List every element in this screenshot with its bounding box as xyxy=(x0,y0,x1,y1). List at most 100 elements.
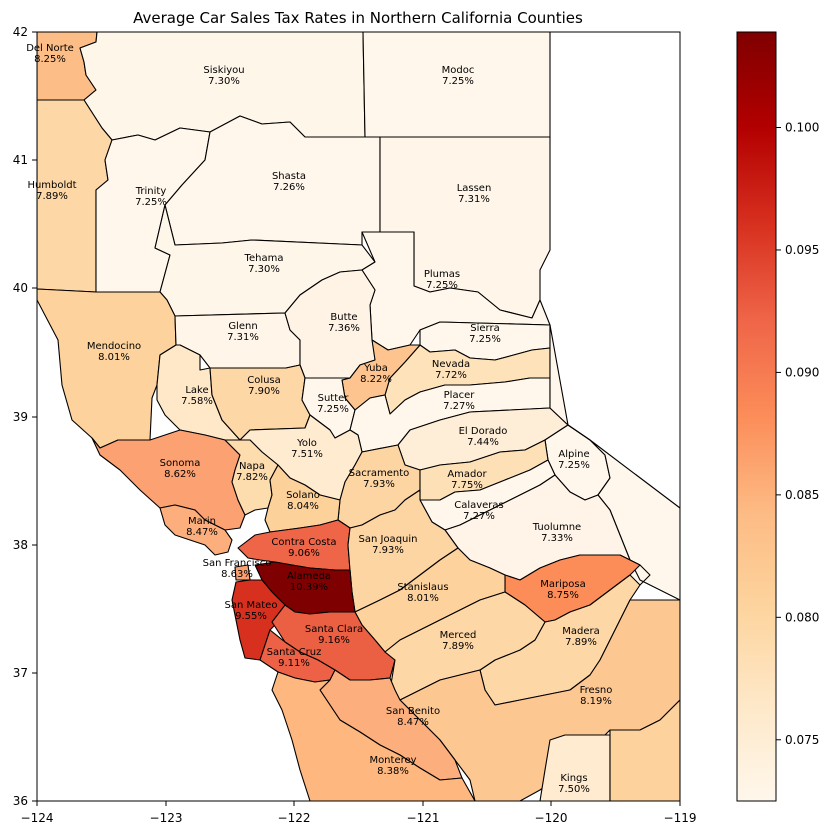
county-rate: 7.51% xyxy=(291,449,323,460)
county-rate: 8.01% xyxy=(407,593,439,604)
county-label-mendocino: Mendocino 8.01% xyxy=(87,341,141,363)
county-rate: 7.82% xyxy=(236,472,268,483)
county-rate: 7.27% xyxy=(463,511,495,522)
county-name: Kings xyxy=(560,773,587,784)
county-label-stanislaus: Stanislaus 8.01% xyxy=(397,582,448,604)
x-tick-label: −121 xyxy=(407,811,440,825)
county-label-placer: Placer 7.27% xyxy=(443,390,475,412)
county-name: Humboldt xyxy=(27,180,76,191)
y-tick-label: 37 xyxy=(13,666,28,680)
county-name: Lake xyxy=(185,385,208,396)
county-label-fresno: Fresno 8.19% xyxy=(580,685,613,707)
county-rate: 7.30% xyxy=(248,264,280,275)
colorbar-tick-label: 0.085 xyxy=(785,488,819,502)
county-label-sacramento: Sacramento 7.93% xyxy=(349,468,409,490)
county-name: San Joaquin xyxy=(359,534,418,545)
county-name: Merced xyxy=(440,630,477,641)
county-name: Del Norte xyxy=(26,43,74,54)
colorbar-tick-label: 0.090 xyxy=(785,365,819,379)
county-label-butte: Butte 7.36% xyxy=(328,312,360,334)
county-name: Sutter xyxy=(318,393,350,404)
county-name: Shasta xyxy=(272,171,306,182)
x-axis: −124 −123 −122 −121 −120 −119 xyxy=(21,801,696,825)
county-rate: 8.01% xyxy=(98,352,130,363)
county-name: Tuolumne xyxy=(532,522,581,533)
county-label-san-francisco: San Francisco 8.63% xyxy=(203,558,272,580)
county-label-san-benito: San Benito 8.47% xyxy=(386,706,440,728)
county-label-modoc: Modoc 7.25% xyxy=(442,65,475,87)
county-label-del-norte: Del Norte 8.25% xyxy=(26,43,74,65)
county-label-tuolumne: Tuolumne 7.33% xyxy=(532,522,581,544)
colorbar-tick-label: 0.075 xyxy=(785,733,819,747)
county-label-siskiyou: Siskiyou 7.30% xyxy=(203,65,244,87)
y-tick-label: 39 xyxy=(13,410,28,424)
x-tick-label: −123 xyxy=(150,811,183,825)
y-tick-label: 42 xyxy=(13,25,28,39)
county-label-marin: Marin 8.47% xyxy=(186,516,218,538)
county-rate: 7.50% xyxy=(558,784,590,795)
county-name: Modoc xyxy=(442,65,475,76)
county-label-el-dorado: El Dorado 7.44% xyxy=(459,426,508,448)
x-tick-label: −120 xyxy=(535,811,568,825)
colorbar: 0.075 0.080 0.085 0.090 0.095 0.100 xyxy=(736,31,819,802)
county-label-humboldt: Humboldt 7.89% xyxy=(27,180,76,202)
county-label-yolo: Yolo 7.51% xyxy=(291,438,323,460)
county-name: Yolo xyxy=(296,438,317,449)
county-rate: 7.33% xyxy=(541,533,573,544)
county-name: Tehama xyxy=(244,253,284,264)
county-name: Lassen xyxy=(457,183,492,194)
county-label-calaveras: Calaveras 7.27% xyxy=(454,500,504,522)
county-label-santa-cruz: Santa Cruz 9.11% xyxy=(267,647,322,669)
county-name: Alpine xyxy=(558,449,589,460)
colorbar-tick-label: 0.095 xyxy=(785,243,819,257)
county-label-napa: Napa 7.82% xyxy=(236,461,268,483)
county-rate: 9.16% xyxy=(318,635,350,646)
county-label-santa-clara: Santa Clara 9.16% xyxy=(305,624,363,646)
county-rate: 8.47% xyxy=(186,527,218,538)
county-label-alpine: Alpine 7.25% xyxy=(558,449,590,471)
county-rate: 8.62% xyxy=(164,469,196,480)
county-rate: 7.89% xyxy=(565,637,597,648)
county-label-mariposa: Mariposa 8.75% xyxy=(540,579,585,601)
county-rate: 7.25% xyxy=(469,334,501,345)
county-name: Mendocino xyxy=(87,341,141,352)
county-name: Monterey xyxy=(369,755,416,766)
county-label-sonoma: Sonoma 8.62% xyxy=(160,458,201,480)
county-rate: 7.89% xyxy=(36,191,68,202)
county-tulare-edge xyxy=(609,699,680,801)
county-label-yuba: Yuba 8.22% xyxy=(360,363,392,385)
county-name: Colusa xyxy=(247,375,281,386)
county-rate: 7.25% xyxy=(135,197,167,208)
county-label-sierra: Sierra 7.25% xyxy=(469,323,501,345)
x-tick-label: −122 xyxy=(278,811,311,825)
colorbar-tick-label: 0.100 xyxy=(785,121,819,135)
county-label-merced: Merced 7.89% xyxy=(440,630,477,652)
county-label-trinity: Trinity 7.25% xyxy=(135,186,167,208)
county-name: San Benito xyxy=(386,706,440,717)
county-name: Solano xyxy=(286,490,320,501)
county-name: Sacramento xyxy=(349,468,409,479)
county-rate: 7.75% xyxy=(451,480,483,491)
county-rate: 7.44% xyxy=(467,437,499,448)
county-layer xyxy=(37,32,680,801)
county-name: Madera xyxy=(562,626,600,637)
county-rate: 7.31% xyxy=(227,332,259,343)
county-rate: 10.39% xyxy=(290,582,328,593)
y-tick-label: 38 xyxy=(13,538,28,552)
colorbar-tick-label: 0.080 xyxy=(785,610,819,624)
county-rate: 7.30% xyxy=(208,76,240,87)
county-name: Amador xyxy=(447,469,487,480)
y-tick-label: 36 xyxy=(13,794,28,808)
county-label-sutter: Sutter 7.25% xyxy=(317,393,349,415)
colorbar-ticks: 0.075 0.080 0.085 0.090 0.095 0.100 xyxy=(776,121,819,747)
county-label-san-joaquin: San Joaquin 7.93% xyxy=(359,534,418,556)
county-rate: 8.22% xyxy=(360,374,392,385)
county-name: Nevada xyxy=(432,359,470,370)
county-label-plumas: Plumas 7.25% xyxy=(424,269,460,291)
county-marin xyxy=(159,504,233,556)
county-rate: 8.63% xyxy=(221,569,253,580)
county-label-madera: Madera 7.89% xyxy=(562,626,600,648)
county-name: Santa Cruz xyxy=(267,647,322,658)
county-shasta xyxy=(164,115,381,246)
map-title: Average Car Sales Tax Rates in Northern … xyxy=(133,9,583,27)
